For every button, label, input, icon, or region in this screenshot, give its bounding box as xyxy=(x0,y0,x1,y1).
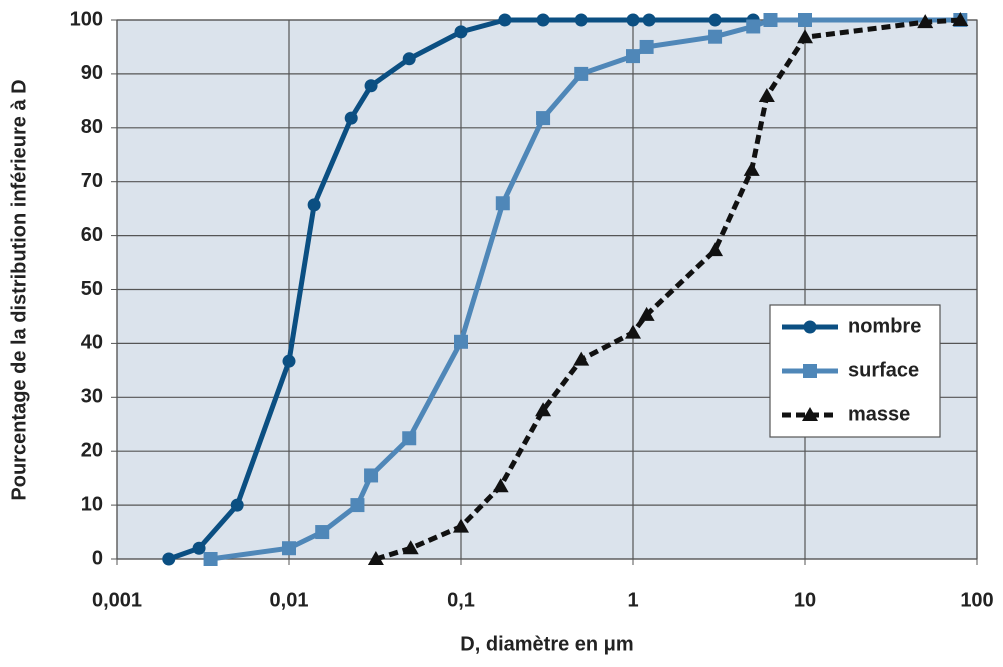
y-tick-label: 100 xyxy=(70,8,103,30)
data-point xyxy=(536,13,550,27)
data-point xyxy=(763,13,778,27)
y-tick-label: 10 xyxy=(81,493,103,515)
data-point xyxy=(344,111,358,125)
data-point xyxy=(454,334,468,349)
x-tick-label: 10 xyxy=(794,589,816,611)
data-point xyxy=(162,552,176,566)
data-point xyxy=(402,540,419,555)
y-tick-label: 20 xyxy=(81,439,103,461)
legend-label: surface xyxy=(848,359,919,381)
data-point xyxy=(402,52,416,66)
data-point xyxy=(350,498,365,513)
x-tick-label: 0,01 xyxy=(270,589,309,611)
y-tick-label: 80 xyxy=(81,116,103,138)
x-tick-label: 100 xyxy=(960,589,993,611)
data-point xyxy=(626,13,640,27)
x-tick-label: 0,1 xyxy=(447,589,475,611)
data-point xyxy=(203,552,218,566)
data-point xyxy=(638,306,655,321)
data-point xyxy=(708,29,723,44)
y-tick-label: 30 xyxy=(81,386,103,408)
legend-label: nombre xyxy=(848,315,921,337)
data-point xyxy=(639,39,654,54)
data-point xyxy=(367,551,384,565)
data-point xyxy=(307,198,321,212)
data-point xyxy=(707,242,724,257)
data-point xyxy=(574,66,589,81)
x-tick-label: 1 xyxy=(627,589,638,611)
data-point xyxy=(402,431,417,446)
data-point xyxy=(917,14,934,29)
data-point xyxy=(626,49,640,64)
data-point xyxy=(364,79,378,93)
data-point xyxy=(574,13,588,27)
data-point xyxy=(952,12,969,26)
data-point xyxy=(453,518,469,533)
data-point xyxy=(498,13,512,27)
y-tick-label: 40 xyxy=(81,332,103,354)
data-point xyxy=(758,87,775,102)
y-axis-label: Pourcentage de la distribution inférieur… xyxy=(8,79,30,500)
y-tick-label: 50 xyxy=(81,278,103,300)
data-point xyxy=(192,541,206,555)
x-axis-label: D, diamètre en μm xyxy=(460,633,633,655)
data-point xyxy=(230,498,244,512)
data-point xyxy=(495,196,510,211)
data-point xyxy=(282,354,296,368)
data-point xyxy=(536,111,551,126)
y-tick-label: 60 xyxy=(81,224,103,246)
legend-marker xyxy=(803,364,817,378)
data-point xyxy=(798,13,812,27)
data-point xyxy=(492,478,509,493)
x-tick-label: 0,001 xyxy=(92,589,142,611)
legend-marker xyxy=(803,320,817,334)
data-point xyxy=(573,351,590,366)
data-point xyxy=(797,29,813,44)
series-line xyxy=(167,17,754,562)
data-point xyxy=(535,402,552,417)
data-point xyxy=(743,161,760,176)
legend-label: masse xyxy=(848,403,910,425)
data-point xyxy=(746,19,761,34)
data-point xyxy=(642,13,656,27)
series-line xyxy=(375,17,961,562)
data-point xyxy=(454,25,468,39)
data-point xyxy=(625,324,641,339)
legend-marker xyxy=(802,407,818,421)
y-tick-label: 0 xyxy=(92,547,103,569)
y-tick-label: 90 xyxy=(81,62,103,84)
data-point xyxy=(282,541,296,556)
data-point xyxy=(708,13,722,27)
data-point xyxy=(364,468,379,483)
y-tick-label: 70 xyxy=(81,170,103,192)
data-point xyxy=(315,525,330,540)
